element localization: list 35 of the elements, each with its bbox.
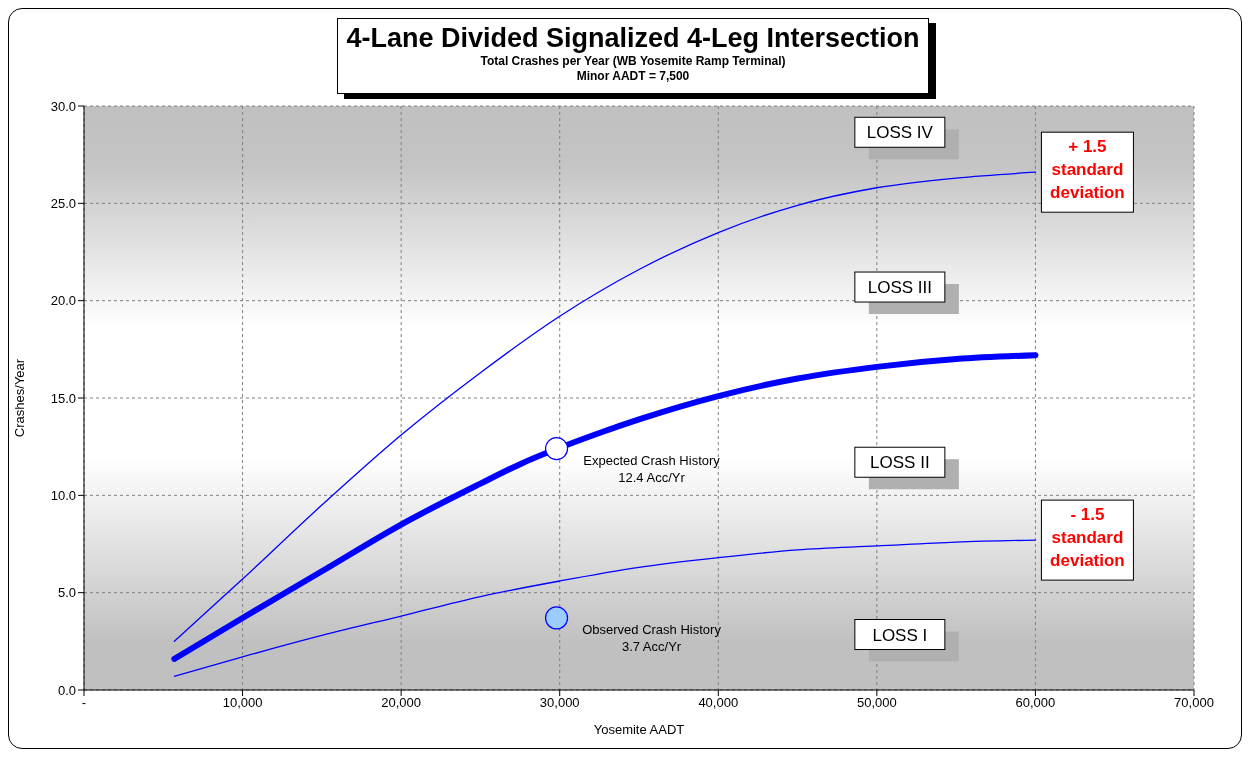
zone-label: LOSS I (854, 619, 959, 662)
line-series (173, 539, 1037, 678)
data-label: Observed Crash History 3.7 Acc/Yr (582, 621, 722, 654)
zone-label: LOSS IV (854, 116, 959, 160)
line-series (173, 171, 1037, 642)
y-tick-label: 10.0 (50, 487, 76, 503)
chart-subtitle: Total Crashes per Year (WB Yosemite Ramp Terminal) Minor AADT = 7,500 (479, 54, 787, 84)
annotation: LOSS IV (866, 123, 934, 143)
x-tick-label: 40,000 (698, 695, 739, 711)
y-tick-label: 0.0 (57, 682, 76, 698)
y-tick-label: 20.0 (50, 293, 76, 309)
annotation: - 1.5 standard deviation (1050, 505, 1125, 571)
annotation: + 1.5 standard deviation (1050, 137, 1125, 203)
y-tick-label: 25.0 (50, 195, 76, 211)
x-tick-label: 20,000 (381, 695, 422, 711)
x-tick-label: 10,000 (222, 695, 263, 711)
y-tick-label: 30.0 (50, 98, 76, 114)
data-label: Expected Crash History 12.4 Acc/Yr (583, 452, 721, 485)
note-box: + 1.5 standard deviation (1040, 131, 1134, 213)
annotation: LOSS III (867, 278, 932, 298)
chart-title: 4-Lane Divided Signalized 4-Leg Intersection (345, 23, 921, 54)
note-box: - 1.5 standard deviation (1040, 499, 1134, 581)
x-tick-label: 50,000 (856, 695, 897, 711)
y-tick-label: 15.0 (50, 390, 76, 406)
x-axis-title: Yosemite AADT (593, 722, 685, 737)
y-tick-label: 5.0 (57, 585, 76, 601)
x-tick-label: 30,000 (539, 695, 580, 711)
annotation: LOSS I (872, 625, 928, 645)
zone-label: LOSS III (854, 271, 959, 315)
annotation: LOSS II (870, 453, 930, 473)
zone-label: LOSS II (854, 446, 959, 490)
x-tick-label: 70,000 (1174, 695, 1214, 711)
y-axis-title: Crashes/Year (11, 358, 27, 438)
x-tick-label: - (81, 695, 87, 711)
x-tick-label: 60,000 (1015, 695, 1056, 711)
